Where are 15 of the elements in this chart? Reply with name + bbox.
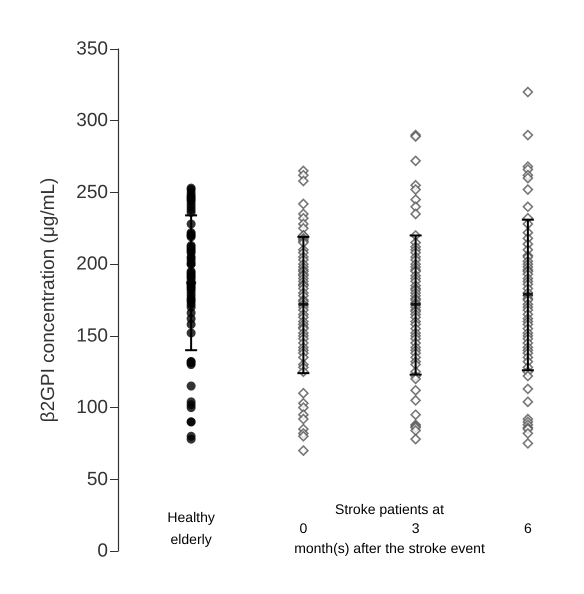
- y-tick-label: 0: [97, 540, 108, 562]
- x-tick-label: 6: [524, 520, 532, 536]
- annotation: month(s) after the stroke event: [294, 540, 485, 556]
- y-tick-label: 250: [76, 182, 108, 203]
- x-tick-label: Healthy elderly: [167, 509, 215, 547]
- y-tick-label: 50: [86, 468, 108, 490]
- y-axis-title: β2GPI concentration (μg/mL): [38, 178, 59, 422]
- y-tick-label: 350: [76, 38, 108, 60]
- y-tick-label: 200: [76, 254, 108, 275]
- y-tick-label: 100: [76, 397, 108, 418]
- x-tick-label: 3: [412, 520, 420, 536]
- y-tick-label: 300: [76, 110, 108, 132]
- y-tick-label: 150: [76, 325, 108, 346]
- annotation: Stroke patients at: [335, 501, 444, 517]
- x-tick-label: 0: [299, 520, 308, 536]
